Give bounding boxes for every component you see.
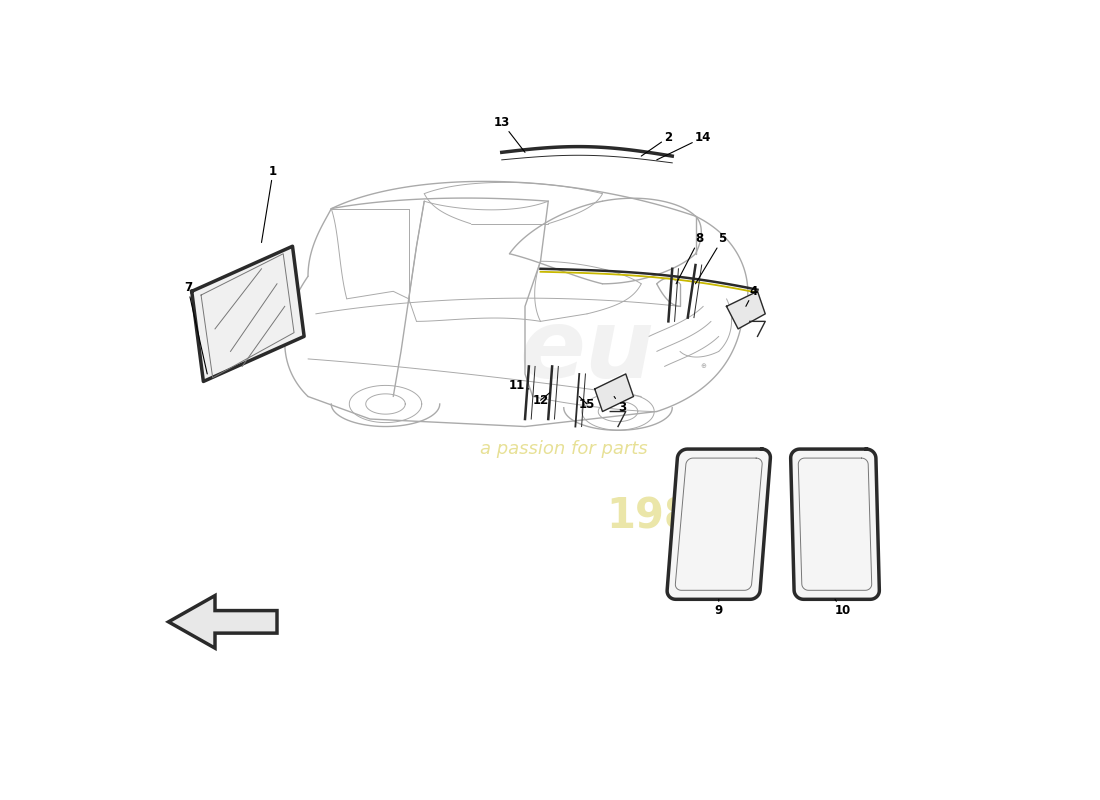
Text: 13: 13 xyxy=(494,116,525,152)
Text: 9: 9 xyxy=(715,599,723,617)
Text: eu: eu xyxy=(519,305,654,398)
Polygon shape xyxy=(191,246,304,382)
Text: ⊕: ⊕ xyxy=(701,363,706,370)
Text: 15: 15 xyxy=(579,397,595,410)
Text: 1985: 1985 xyxy=(606,496,723,538)
Text: 7: 7 xyxy=(184,281,207,374)
Text: 10: 10 xyxy=(835,599,851,617)
Polygon shape xyxy=(595,374,634,411)
Polygon shape xyxy=(675,458,762,590)
Text: 8: 8 xyxy=(676,232,704,284)
Text: 12: 12 xyxy=(532,393,550,406)
Polygon shape xyxy=(667,449,770,599)
Text: 4: 4 xyxy=(746,285,758,306)
Polygon shape xyxy=(799,458,871,590)
Text: 11: 11 xyxy=(509,378,529,392)
Text: 14: 14 xyxy=(657,131,712,160)
Polygon shape xyxy=(726,291,766,329)
Text: a passion for parts: a passion for parts xyxy=(480,440,648,458)
Polygon shape xyxy=(791,449,879,599)
Polygon shape xyxy=(168,595,277,648)
Text: 5: 5 xyxy=(695,232,727,284)
Text: 3: 3 xyxy=(614,397,626,414)
Text: 2: 2 xyxy=(641,131,672,156)
Text: 1: 1 xyxy=(262,165,277,242)
